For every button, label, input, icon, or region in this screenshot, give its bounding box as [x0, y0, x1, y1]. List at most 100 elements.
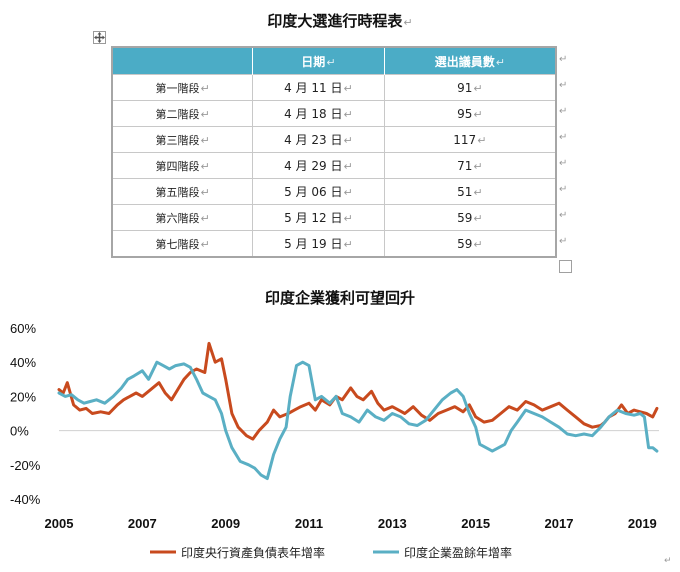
chart-title: 印度企業獲利可望回升 [264, 289, 415, 307]
phase-cell: 第七階段↵ [112, 230, 254, 257]
phase-cell-text: 第二階段 [155, 107, 200, 121]
table-move-handle[interactable] [93, 31, 106, 44]
paragraph-mark: ↵ [343, 238, 353, 251]
paragraph-mark: ↵ [477, 133, 487, 147]
table-title-text: 印度大選進行時程表 [267, 12, 403, 30]
phase-cell: 第一階段↵ [112, 74, 254, 101]
date-cell-text: 4 月 11 日 [284, 81, 343, 95]
y-tick-label: 20% [10, 389, 36, 404]
seats-cell-text: 51 [457, 184, 473, 199]
x-tick-label: 2017 [545, 516, 574, 531]
date-cell: 4 月 23 日↵ [252, 126, 385, 153]
chart-legend: 印度央行資產負債表年增率 印度企業盈餘年增率 [150, 545, 512, 560]
seats-cell: 95↵ [384, 100, 556, 127]
phase-cell-text: 第七階段 [155, 237, 200, 251]
row-end-mark: ↵ [559, 132, 568, 143]
date-cell: 4 月 18 日↵ [252, 100, 385, 127]
phase-cell: 第六階段↵ [112, 204, 254, 231]
paragraph-mark: ↵ [200, 107, 210, 121]
date-cell-text: 4 月 18 日 [284, 107, 343, 121]
y-tick-label: 0% [10, 424, 29, 439]
paragraph-mark: ↵ [200, 81, 210, 95]
table-resize-handle[interactable] [559, 260, 572, 273]
phase-cell-text: 第三階段 [155, 133, 200, 147]
paragraph-mark: ↵ [200, 185, 210, 199]
row-end-mark: ↵ [559, 210, 568, 221]
phase-cell-text: 第六階段 [155, 211, 200, 225]
row-end-mark: ↵ [559, 184, 568, 195]
table-title: 印度大選進行時程表↵ [0, 10, 680, 31]
paragraph-mark: ↵ [473, 107, 483, 121]
date-cell-text: 4 月 29 日 [284, 159, 343, 173]
header-cell-seats: 選出議員數↵ [384, 47, 556, 75]
paragraph-mark: ↵ [495, 55, 505, 69]
paragraph-mark: ↵ [326, 55, 336, 69]
date-cell-text: 5 月 06 日 [284, 185, 343, 199]
paragraph-mark: ↵ [473, 185, 483, 199]
header-cell-date: 日期↵ [252, 47, 385, 75]
paragraph-mark: ↵ [343, 186, 353, 199]
paragraph-mark: ↵ [343, 212, 353, 225]
paragraph-mark: ↵ [473, 237, 483, 251]
phase-cell-text: 第一階段 [155, 81, 200, 95]
move-icon [94, 32, 105, 43]
paragraph-mark: ↵ [403, 16, 413, 29]
series-line-1 [57, 360, 659, 480]
paragraph-mark: ↵ [473, 81, 483, 95]
table-row: 第七階段↵ 5 月 19 日↵ 59↵ [112, 230, 556, 257]
date-cell-text: 5 月 19 日 [284, 237, 343, 251]
date-cell: 5 月 19 日↵ [252, 230, 385, 257]
phase-cell: 第四階段↵ [112, 152, 254, 179]
x-axis-ticks: 2005 2007 2009 2011 2013 2015 2017 2019 [45, 516, 657, 531]
x-tick-label: 2011 [295, 516, 323, 531]
seats-cell-text: 59 [457, 210, 473, 225]
row-end-mark: ↵ [559, 80, 568, 91]
header-seats-text: 選出議員數 [434, 54, 495, 69]
date-cell: 5 月 12 日↵ [252, 204, 385, 231]
row-end-mark: ↵ [559, 158, 568, 169]
y-tick-label: 40% [10, 355, 36, 370]
series-line-0 [57, 341, 659, 441]
seats-cell-text: 91 [457, 80, 473, 95]
seats-cell: 59↵ [384, 204, 556, 231]
seats-cell-text: 59 [457, 236, 473, 251]
header-cell-phase [112, 47, 254, 75]
x-tick-label: 2007 [128, 516, 157, 531]
page-end-mark: ↵ [664, 556, 672, 566]
header-date-text: 日期 [301, 54, 326, 69]
date-cell: 5 月 06 日↵ [252, 178, 385, 205]
paragraph-mark: ↵ [473, 211, 483, 225]
paragraph-mark: ↵ [343, 160, 353, 173]
phase-cell-text: 第五階段 [155, 185, 200, 199]
seats-cell: 71↵ [384, 152, 556, 179]
x-tick-label: 2019 [628, 516, 657, 531]
phase-cell: 第三階段↵ [112, 126, 254, 153]
row-end-mark: ↵ [559, 236, 568, 247]
x-tick-label: 2013 [378, 516, 407, 531]
schedule-table: 日期↵ 選出議員數↵ 第一階段↵ 4 月 11 日↵ 91↵ 第二階段↵ 4 月 18 … [111, 46, 557, 258]
table-row: 第四階段↵ 4 月 29 日↵ 71↵ [112, 152, 556, 179]
y-axis-ticks: 60% 40% 20% 0% -20% -40% [10, 321, 41, 507]
table-row: 第二階段↵ 4 月 18 日↵ 95↵ [112, 100, 556, 127]
legend-label: 印度企業盈餘年增率 [404, 545, 512, 560]
table-row: 第五階段↵ 5 月 06 日↵ 51↵ [112, 178, 556, 205]
paragraph-mark: ↵ [200, 237, 210, 251]
seats-cell: 91↵ [384, 74, 556, 101]
seats-cell: 117↵ [384, 126, 556, 153]
table-row: 第三階段↵ 4 月 23 日↵ 117↵ [112, 126, 556, 153]
seats-cell-text: 95 [457, 106, 473, 121]
x-tick-label: 2015 [461, 516, 490, 531]
seats-cell-text: 117 [453, 132, 477, 147]
legend-label: 印度央行資產負債表年增率 [181, 545, 325, 560]
series-lines [57, 341, 659, 480]
paragraph-mark: ↵ [343, 134, 353, 147]
table-row: 第一階段↵ 4 月 11 日↵ 91↵ [112, 74, 556, 101]
row-end-mark: ↵ [559, 106, 568, 117]
paragraph-mark: ↵ [200, 211, 210, 225]
paragraph-mark: ↵ [343, 108, 353, 121]
phase-cell: 第五階段↵ [112, 178, 254, 205]
row-end-mark: ↵ [559, 54, 568, 65]
table-body: 第一階段↵ 4 月 11 日↵ 91↵ 第二階段↵ 4 月 18 日↵ 95↵ 第三階段↵ 4… [112, 74, 556, 257]
paragraph-mark: ↵ [200, 133, 210, 147]
